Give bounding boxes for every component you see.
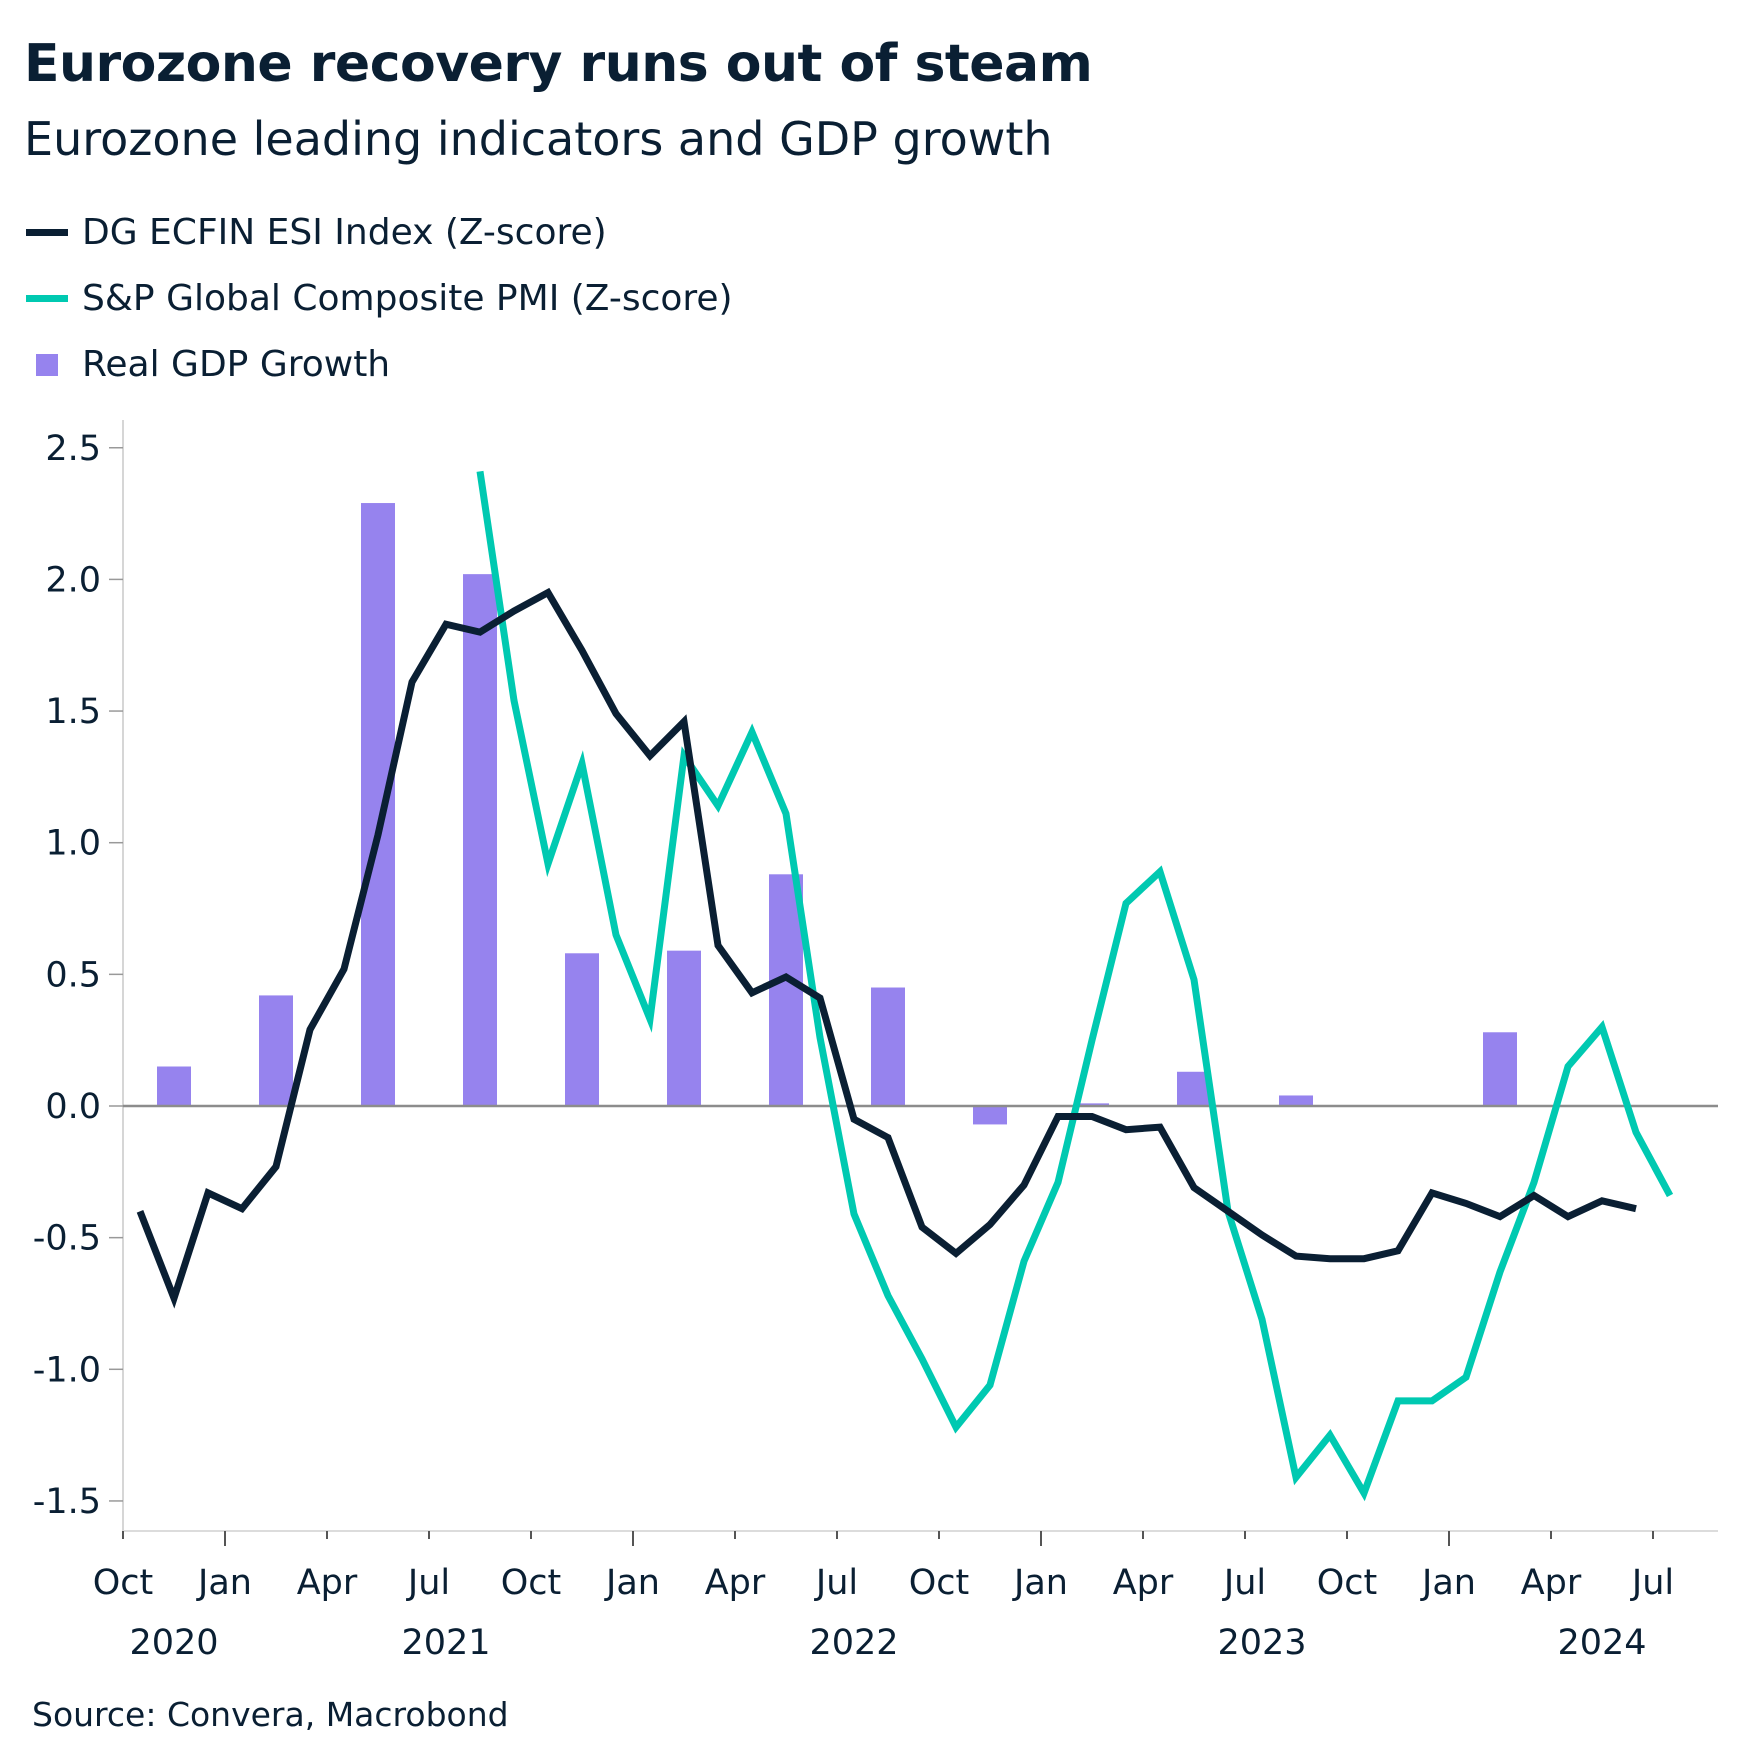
legend-item-pmi: S&P Global Composite PMI (Z-score) bbox=[26, 278, 733, 319]
legend-item-esi: DG ECFIN ESI Index (Z-score) bbox=[26, 212, 607, 253]
gdp-bar bbox=[463, 574, 497, 1106]
chart-subtitle: Eurozone leading indicators and GDP grow… bbox=[24, 112, 1053, 166]
y-tick-label: 1.5 bbox=[45, 692, 101, 732]
x-tick-label: Oct bbox=[909, 1563, 970, 1603]
gdp-bar bbox=[565, 953, 599, 1106]
x-tick-label: Oct bbox=[501, 1563, 562, 1603]
legend-item-gdp: Real GDP Growth bbox=[26, 344, 390, 385]
y-tick-label: -1.5 bbox=[33, 1482, 101, 1522]
x-tick-label: Jan bbox=[1012, 1563, 1068, 1603]
legend-swatch-pmi bbox=[26, 295, 68, 302]
chart-title: Eurozone recovery runs out of steam bbox=[24, 34, 1093, 94]
legend-label-gdp: Real GDP Growth bbox=[82, 344, 391, 385]
gdp-bar bbox=[1075, 1103, 1109, 1106]
gdp-bar bbox=[1279, 1095, 1313, 1106]
x-year-label: 2023 bbox=[1217, 1623, 1306, 1663]
y-tick-label: -0.5 bbox=[33, 1219, 101, 1259]
y-tick-label: 0.0 bbox=[45, 1087, 101, 1127]
legend-label-esi: DG ECFIN ESI Index (Z-score) bbox=[82, 212, 607, 253]
y-tick-label: 1.0 bbox=[45, 824, 101, 864]
y-tick-label: 2.5 bbox=[45, 429, 101, 469]
gdp-bar bbox=[361, 503, 395, 1107]
gdp-bar bbox=[1483, 1032, 1517, 1106]
x-tick-label: Oct bbox=[93, 1563, 154, 1603]
y-tick-label: 2.0 bbox=[45, 560, 101, 600]
x-tick-label: Apr bbox=[705, 1563, 766, 1603]
esi-line bbox=[136, 587, 1637, 1309]
x-tick-label: Jul bbox=[1222, 1563, 1266, 1603]
gdp-bar bbox=[871, 987, 905, 1106]
gdp-bar bbox=[769, 874, 803, 1106]
gdp-bar bbox=[259, 995, 293, 1106]
gdp-bar bbox=[973, 1106, 1007, 1125]
x-tick-label: Jan bbox=[604, 1563, 660, 1603]
x-year-label: 2024 bbox=[1557, 1623, 1646, 1663]
y-tick-label: -1.0 bbox=[33, 1350, 101, 1390]
x-tick-label: Jul bbox=[814, 1563, 858, 1603]
x-tick-label: Apr bbox=[1113, 1563, 1174, 1603]
x-tick-label: Apr bbox=[1521, 1563, 1582, 1603]
x-year-label: 2020 bbox=[129, 1623, 218, 1663]
pmi-line bbox=[476, 470, 1674, 1502]
x-year-label: 2021 bbox=[401, 1623, 490, 1663]
legend-swatch-gdp bbox=[36, 353, 58, 376]
x-tick-label: Oct bbox=[1317, 1563, 1378, 1603]
legend-label-pmi: S&P Global Composite PMI (Z-score) bbox=[82, 278, 733, 319]
x-tick-label: Jan bbox=[196, 1563, 252, 1603]
x-year-label: 2022 bbox=[809, 1623, 898, 1663]
x-tick-label: Jul bbox=[406, 1563, 450, 1603]
x-tick-label: Jul bbox=[1630, 1563, 1674, 1603]
legend-swatch-esi bbox=[26, 229, 68, 236]
x-tick-label: Jan bbox=[1420, 1563, 1476, 1603]
y-tick-label: 0.5 bbox=[45, 955, 101, 995]
x-tick-label: Apr bbox=[297, 1563, 358, 1603]
gdp-bar bbox=[157, 1066, 191, 1106]
source-note: Source: Convera, Macrobond bbox=[32, 1695, 509, 1734]
gdp-bar bbox=[667, 950, 701, 1106]
